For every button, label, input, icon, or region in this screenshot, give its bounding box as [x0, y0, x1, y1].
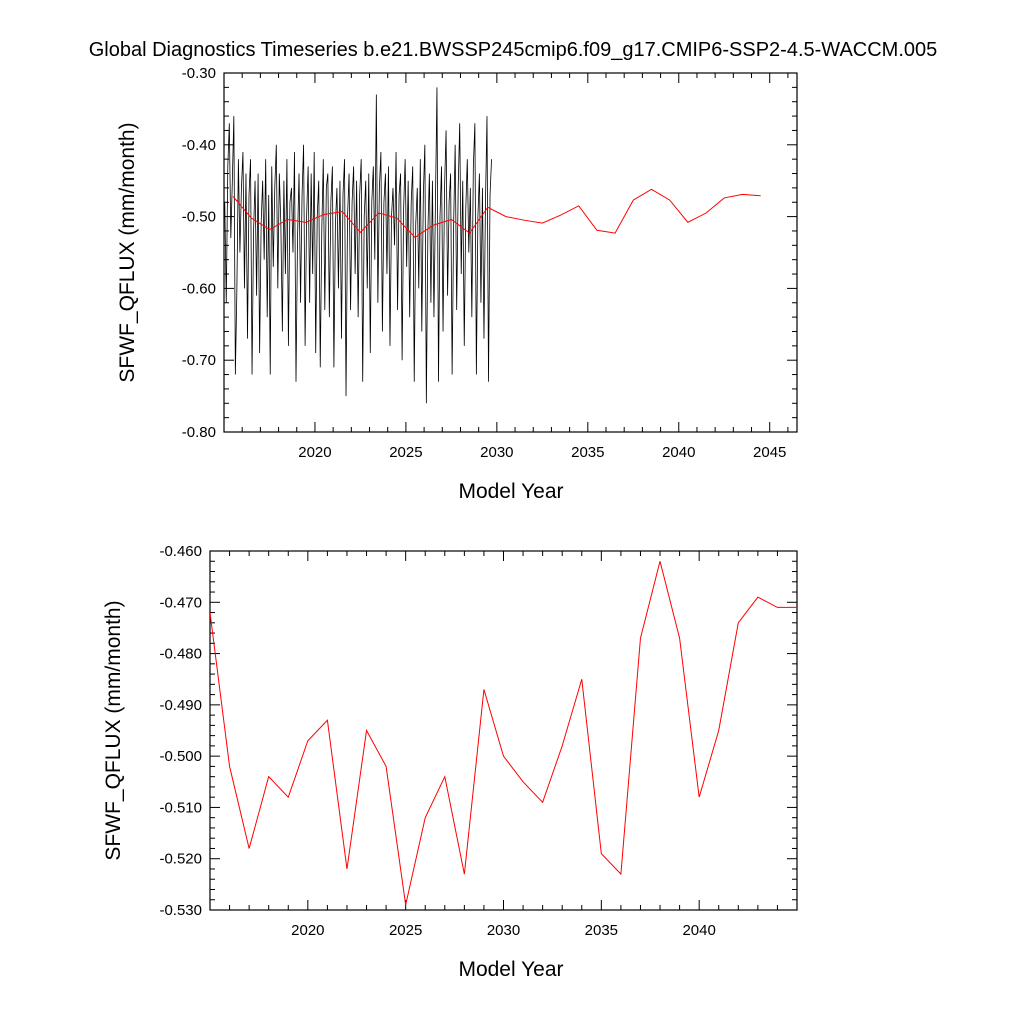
x-tick-label: 2035: [571, 444, 604, 461]
y-tick-label: -0.30: [182, 65, 216, 82]
x-tick-label: 2030: [480, 444, 513, 461]
y-tick-label: -0.490: [159, 697, 202, 714]
y-tick-label: -0.50: [182, 209, 216, 226]
x-axis-label: Model Year: [458, 958, 563, 981]
y-tick-label: -0.530: [159, 902, 202, 919]
x-axis-label: Model Year: [458, 480, 563, 503]
figure-title: Global Diagnostics Timeseries b.e21.BWSS…: [89, 39, 938, 61]
x-tick-label: 2025: [389, 444, 422, 461]
x-tick-label: 2020: [291, 922, 324, 939]
annual-mean-series-line: [210, 561, 797, 905]
y-tick-label: -0.520: [159, 851, 202, 868]
annual-mean-panel: 2020 2025 2030 2035 2040 -0.460 -0.470 -0.480 -0…: [102, 543, 798, 981]
y-tick-label: -0.40: [182, 137, 216, 154]
monthly-timeseries-panel: 2020 2025 2030 2035 2040 2045 -0.30 -0.40 -0.50 -…: [116, 65, 798, 503]
x-tick-label: 2040: [662, 444, 695, 461]
y-tick-label: -0.70: [182, 352, 216, 369]
plot-frame: [223, 72, 798, 433]
monthly-series-line: [224, 87, 492, 404]
y-tick-label: -0.470: [159, 594, 202, 611]
y-axis-label: SFWF_QFLUX (mm/month): [102, 600, 125, 860]
x-tick-label: 2035: [585, 922, 618, 939]
x-tick-label: 2045: [753, 444, 786, 461]
annual-mean-series-line: [232, 188, 761, 239]
y-tick-label: -0.510: [159, 799, 202, 816]
x-tick-label: 2040: [682, 922, 715, 939]
y-tick-label: -0.60: [182, 280, 216, 297]
y-tick-label: -0.460: [159, 543, 202, 560]
x-tick-label: 2025: [389, 922, 422, 939]
y-tick-label: -0.480: [159, 646, 202, 663]
x-tick-label: 2030: [487, 922, 520, 939]
y-tick-label: -0.500: [159, 748, 202, 765]
plot-frame: [209, 550, 798, 911]
x-tick-label: 2020: [298, 444, 331, 461]
y-axis-label: SFWF_QFLUX (mm/month): [116, 122, 139, 382]
y-tick-label: -0.80: [182, 424, 216, 441]
